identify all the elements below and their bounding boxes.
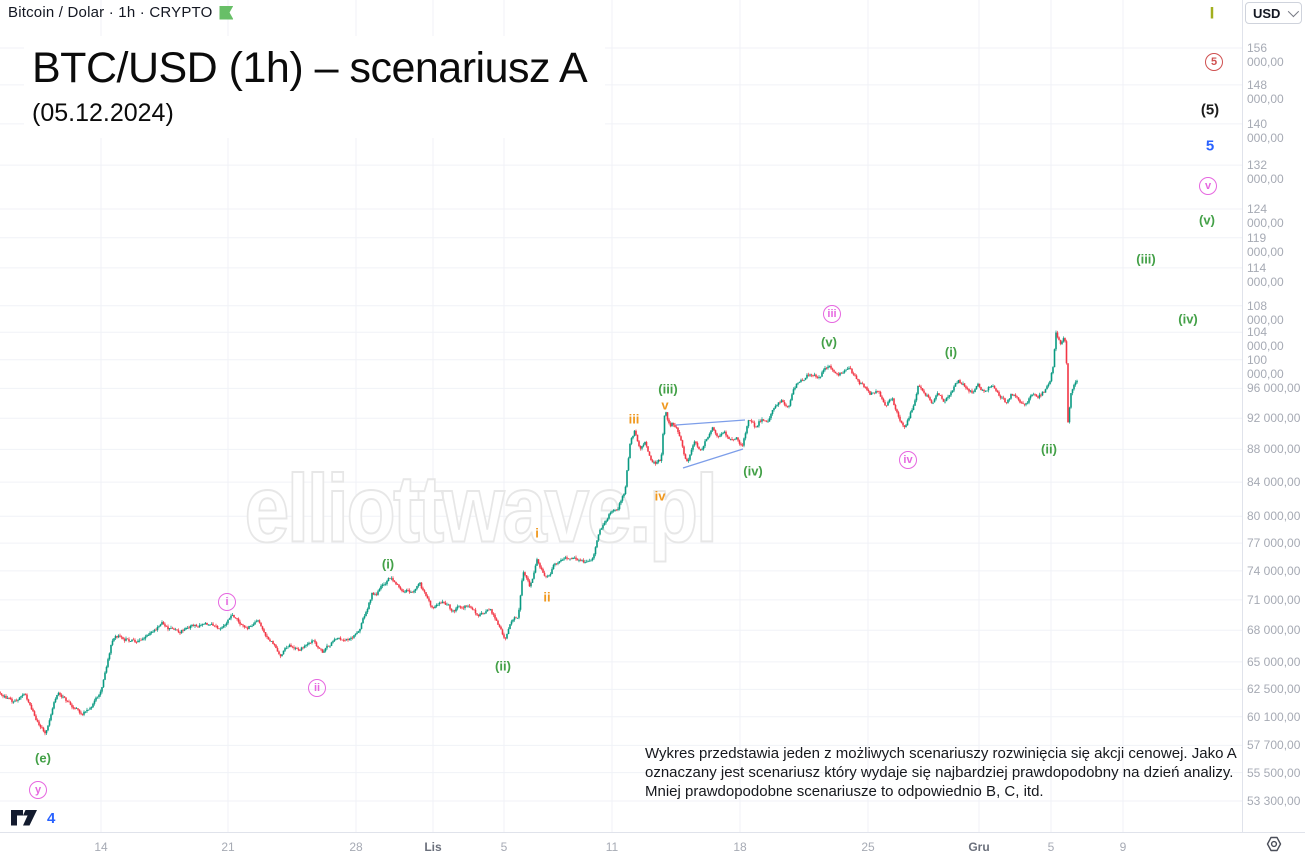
wave-label[interactable]: (e) (35, 750, 51, 766)
wave-label[interactable]: v (1199, 177, 1217, 195)
price-tick-label[interactable]: 92 000,00 (1247, 411, 1301, 426)
wave-label[interactable]: iii (823, 305, 841, 323)
price-tick-label[interactable]: 57 700,00 (1247, 738, 1301, 753)
wave-label[interactable]: i (218, 593, 236, 611)
symbol-title[interactable]: Bitcoin / Dolar · 1h · CRYPTO (8, 4, 213, 21)
page-title: BTC/USD (1h) – scenariusz A (32, 44, 588, 92)
price-tick-label[interactable]: 68 000,00 (1247, 623, 1301, 638)
time-tick-label[interactable]: 9 (1119, 840, 1127, 854)
interval-badge[interactable]: 4 (47, 809, 56, 827)
currency-selector[interactable]: USD (1245, 2, 1302, 24)
price-tick-label[interactable]: 148 000,00 (1247, 77, 1284, 106)
price-tick-label[interactable]: 100 000,00 (1247, 352, 1284, 381)
wave-label[interactable]: (iv) (1178, 311, 1198, 327)
time-tick-label[interactable]: 28 (349, 840, 363, 854)
page-subtitle: (05.12.2024) (32, 99, 174, 127)
time-tick-label[interactable]: Lis (424, 840, 442, 854)
watermark: elliottwave.pl (244, 455, 719, 564)
flag-icon[interactable] (219, 5, 234, 20)
wave-label[interactable]: iv (899, 451, 917, 469)
time-axis[interactable]: 14 21 28 Lis 5 11 18 25 Gru 5 9 (0, 832, 1305, 860)
chevron-down-icon (1287, 5, 1300, 18)
time-tick-label[interactable]: 25 (861, 840, 875, 854)
wave-label[interactable]: (v) (1199, 212, 1215, 228)
price-tick-label[interactable]: 60 100,00 (1247, 709, 1301, 724)
price-tick-label[interactable]: 96 000,00 (1247, 381, 1301, 396)
wave-label[interactable]: (5) (1200, 101, 1220, 119)
wave-label[interactable]: (i) (381, 556, 395, 572)
wave-label[interactable]: ii (308, 679, 326, 697)
price-axis[interactable]: 156 000,00 148 000,00 140 000,00 132 000,00… (1242, 0, 1305, 832)
gear-icon (1266, 836, 1282, 852)
wave-label[interactable]: (iii) (658, 381, 678, 397)
wave-label[interactable]: (i) (944, 344, 958, 360)
wave-label[interactable]: v (661, 397, 669, 413)
price-tick-label[interactable]: 88 000,00 (1247, 442, 1301, 457)
wave-label[interactable]: (ii) (1041, 441, 1057, 457)
wave-label[interactable]: y (29, 781, 47, 799)
price-tick-label[interactable]: 114 000,00 (1247, 260, 1284, 289)
wave-label[interactable]: i (535, 525, 539, 541)
price-tick-label[interactable]: 104 000,00 (1247, 325, 1284, 354)
wave-label[interactable]: (ii) (495, 658, 511, 674)
chart-heading: BTC/USD (1h) – scenariusz A (05.12.2024) (24, 36, 606, 138)
time-tick-label[interactable]: 5 (1047, 840, 1055, 854)
wave-label[interactable]: iv (654, 488, 666, 504)
price-tick-label[interactable]: 74 000,00 (1247, 563, 1301, 578)
wave-label[interactable]: iii (628, 411, 640, 427)
price-tick-label[interactable]: 140 000,00 (1247, 116, 1284, 145)
price-tick-label[interactable]: 84 000,00 (1247, 475, 1301, 490)
time-tick-label[interactable]: 21 (221, 840, 235, 854)
time-tick-label[interactable]: 18 (733, 840, 747, 854)
price-tick-label[interactable]: 62 500,00 (1247, 682, 1301, 697)
price-tick-label[interactable]: 65 000,00 (1247, 654, 1301, 669)
price-tick-label[interactable]: 80 000,00 (1247, 509, 1301, 524)
price-tick-label[interactable]: 71 000,00 (1247, 592, 1301, 607)
currency-value: USD (1253, 5, 1281, 21)
wave-labels-layer: (e) y i ii (i) (ii) i ii iii iv v (iii) (iv) (v) iii iv… (29, 3, 1223, 799)
price-tick-label[interactable]: 55 500,00 (1247, 765, 1301, 780)
time-tick-label[interactable]: 11 (605, 840, 619, 854)
price-tick-label[interactable]: 53 300,00 (1247, 794, 1301, 808)
price-tick-label[interactable]: 77 000,00 (1247, 536, 1301, 551)
wave-label[interactable]: (v) (821, 334, 837, 350)
chart-canvas[interactable] (0, 0, 1242, 832)
wave-label[interactable]: (iii) (1136, 251, 1156, 267)
tradingview-logo-icon[interactable] (10, 808, 38, 828)
scenario-description: Wykres przedstawia jeden z możliwych sce… (645, 745, 1236, 800)
wave-label[interactable]: I (1209, 3, 1215, 23)
wave-label[interactable]: 5 (1205, 53, 1223, 71)
attribution-bar: 4 (10, 808, 55, 828)
price-tick-label[interactable]: 108 000,00 (1247, 298, 1284, 327)
time-tick-label[interactable]: Gru (968, 840, 990, 854)
price-tick-label[interactable]: 119 000,00 (1247, 230, 1284, 259)
time-tick-label[interactable]: 14 (94, 840, 108, 854)
price-tick-label[interactable]: 124 000,00 (1247, 201, 1284, 230)
wave-label[interactable]: 5 (1205, 137, 1215, 155)
symbol-bar[interactable]: Bitcoin / Dolar · 1h · CRYPTO (8, 4, 234, 21)
time-tick-label[interactable]: 5 (500, 840, 508, 854)
settings-button[interactable] (1263, 833, 1285, 855)
price-tick-label[interactable]: 156 000,00 (1247, 41, 1284, 69)
wave-label[interactable]: ii (543, 589, 551, 605)
wave-label[interactable]: (iv) (743, 463, 763, 479)
price-tick-label[interactable]: 132 000,00 (1247, 158, 1284, 187)
